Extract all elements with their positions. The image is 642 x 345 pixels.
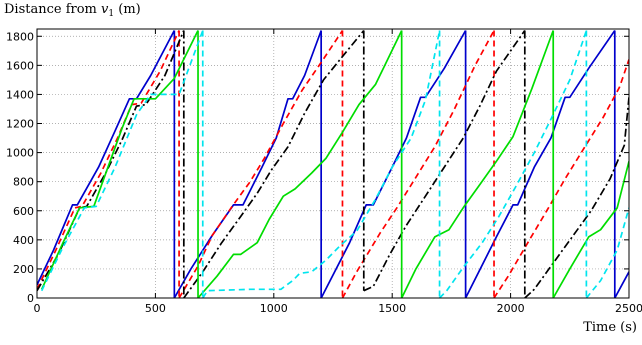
series-0 <box>37 30 629 298</box>
series-0-line <box>173 30 322 298</box>
plot-frame <box>36 28 630 299</box>
x-axis-label: Time (s) <box>583 320 637 335</box>
series-0-line <box>320 30 467 298</box>
series-0-line <box>464 30 616 298</box>
series-0-line <box>37 30 176 286</box>
y-tick-label: 1600 <box>6 59 34 72</box>
y-axis-label-prefix: Distance from <box>4 2 101 17</box>
y-tick-label: 1800 <box>6 30 34 43</box>
y-tick-label: 1200 <box>6 118 34 131</box>
series-1 <box>37 30 629 298</box>
series-3-line <box>197 30 403 298</box>
x-tick-label: 500 <box>145 302 166 315</box>
data-series <box>37 29 629 298</box>
series-1-line <box>493 59 629 298</box>
y-tick-label: 600 <box>13 205 34 218</box>
series-4-line <box>40 30 204 292</box>
series-3 <box>40 30 629 298</box>
series-4-line <box>202 30 441 298</box>
y-tick-label: 1400 <box>6 88 34 101</box>
series-1-line <box>178 30 344 298</box>
series-4-line <box>585 207 629 298</box>
series-3-line <box>40 30 199 290</box>
x-tick-label: 1000 <box>260 302 288 315</box>
series-2-line <box>183 29 365 298</box>
y-tick-label: 1000 <box>6 147 34 160</box>
plot-background <box>37 29 629 298</box>
y-tick-label: 400 <box>13 234 34 247</box>
y-tick-label: 0 <box>27 292 34 305</box>
series-1-line <box>37 30 180 290</box>
y-axis-label-sub: 1 <box>108 9 114 19</box>
y-axis-label: Distance from v1 (m) <box>4 2 141 19</box>
series-0-line <box>614 271 629 298</box>
y-axis-label-unit: (m) <box>114 2 141 17</box>
x-tick-label: 2500 <box>615 302 642 315</box>
series-3-line <box>400 30 554 298</box>
y-axis-label-var: v <box>101 2 109 17</box>
series-4 <box>40 30 629 298</box>
x-tick-label: 1500 <box>378 302 406 315</box>
series-2-line <box>524 97 629 298</box>
y-tick-label: 200 <box>13 263 34 276</box>
x-tick-label: 0 <box>34 302 41 315</box>
axis-ticks: 0 500 1000 1500 2000 2500 0 200 400 600 800 1000 120… <box>6 29 642 315</box>
series-4-line <box>438 30 588 298</box>
y-tick-label: 800 <box>13 176 34 189</box>
series-2-line <box>363 30 526 292</box>
x-tick-label: 2000 <box>497 302 525 315</box>
series-3-line <box>552 161 629 298</box>
